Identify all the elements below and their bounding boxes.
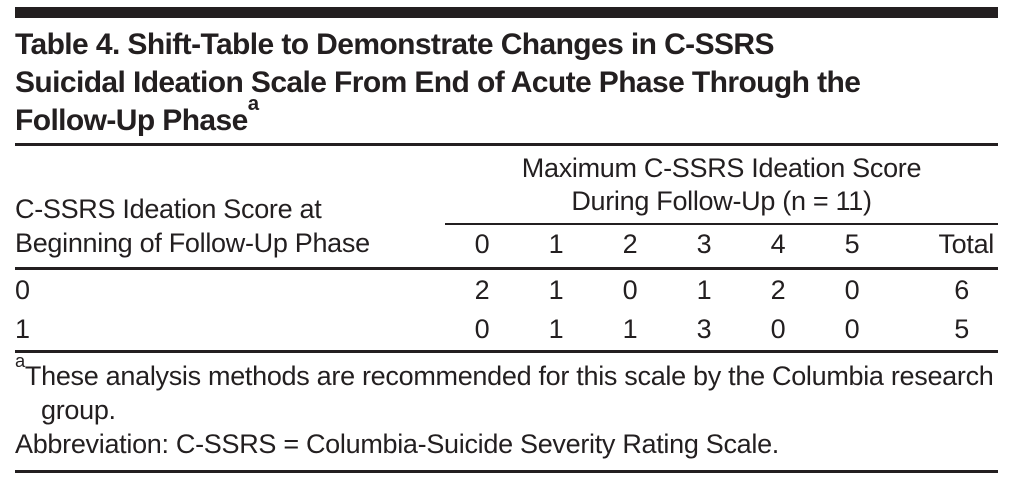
table-row-score-0: 0 2 1 0 1 2 0 6 — [15, 269, 998, 310]
title-line-2: Suicidal Ideation Scale From End of Acut… — [15, 66, 861, 99]
title-line-3: Follow-Up Phasea — [15, 94, 998, 140]
data-cell: 0 — [815, 309, 889, 353]
spanner-header-line-1: Maximum C-SSRS Ideation Score — [521, 153, 922, 183]
bottom-rule — [15, 470, 998, 473]
column-header-0: 0 — [445, 224, 519, 270]
table-title: Table 4. Shift-Table to Demonstrate Chan… — [15, 26, 998, 140]
data-cell: 0 — [445, 309, 519, 353]
spanner-header-line-2: During Follow-Up (n = 11) — [571, 186, 872, 216]
data-cell: 1 — [519, 309, 593, 353]
column-header-5: 5 — [815, 224, 889, 270]
top-divider-bar — [15, 7, 998, 18]
footnote-a-marker: a — [15, 350, 25, 372]
data-cell: 1 — [696, 275, 712, 305]
data-cell: 2 — [770, 275, 786, 305]
abbreviation-note: Abbreviation: C-SSRS = Columbia-Suicide … — [15, 429, 780, 459]
stub-header-line-1: C-SSRS Ideation Score at — [15, 194, 322, 224]
stub-column-header: C-SSRS Ideation Score at Beginning of Fo… — [15, 146, 445, 270]
column-header-2: 2 — [593, 224, 667, 270]
data-cell: 0 — [741, 309, 815, 353]
table-row-score-1: 1 0 1 1 3 0 0 5 — [15, 309, 999, 353]
row-label: 0 — [15, 275, 30, 305]
row-label: 1 — [15, 309, 445, 353]
column-header-4: 4 — [741, 224, 815, 270]
title-footnote-marker: a — [247, 93, 259, 116]
title-line-3-text: Follow-Up Phase — [15, 104, 248, 137]
column-header-row: 0 1 2 3 4 5 Total — [15, 224, 999, 270]
title-line-1: Table 4. Shift-Table to Demonstrate Chan… — [15, 28, 774, 61]
footnote-a-text: These analysis methods are recommended f… — [24, 361, 994, 425]
data-cell: 1 — [548, 275, 564, 305]
column-header-total: Total — [889, 224, 999, 270]
title-rule — [15, 143, 998, 146]
spanner-row: C-SSRS Ideation Score at Beginning of Fo… — [15, 146, 999, 270]
data-cell: 0 — [844, 275, 860, 305]
row-total-cell: 5 — [889, 309, 999, 353]
data-cell: 3 — [667, 309, 741, 353]
shift-table: C-SSRS Ideation Score at Beginning of Fo… — [15, 146, 999, 353]
footnote-a: aThese analysis methods are recommended … — [15, 352, 998, 427]
data-cell: 1 — [593, 309, 667, 353]
row-total-cell: 6 — [954, 275, 970, 305]
table-footnotes: aThese analysis methods are recommended … — [15, 352, 998, 461]
spanner-header: Maximum C-SSRS Ideation Score During Fol… — [445, 146, 999, 225]
data-cell: 2 — [474, 275, 490, 305]
data-cell: 0 — [622, 275, 638, 305]
stub-header-line-2: Beginning of Follow-Up Phase — [15, 228, 370, 258]
column-header-1: 1 — [519, 224, 593, 270]
column-header-3: 3 — [667, 224, 741, 270]
